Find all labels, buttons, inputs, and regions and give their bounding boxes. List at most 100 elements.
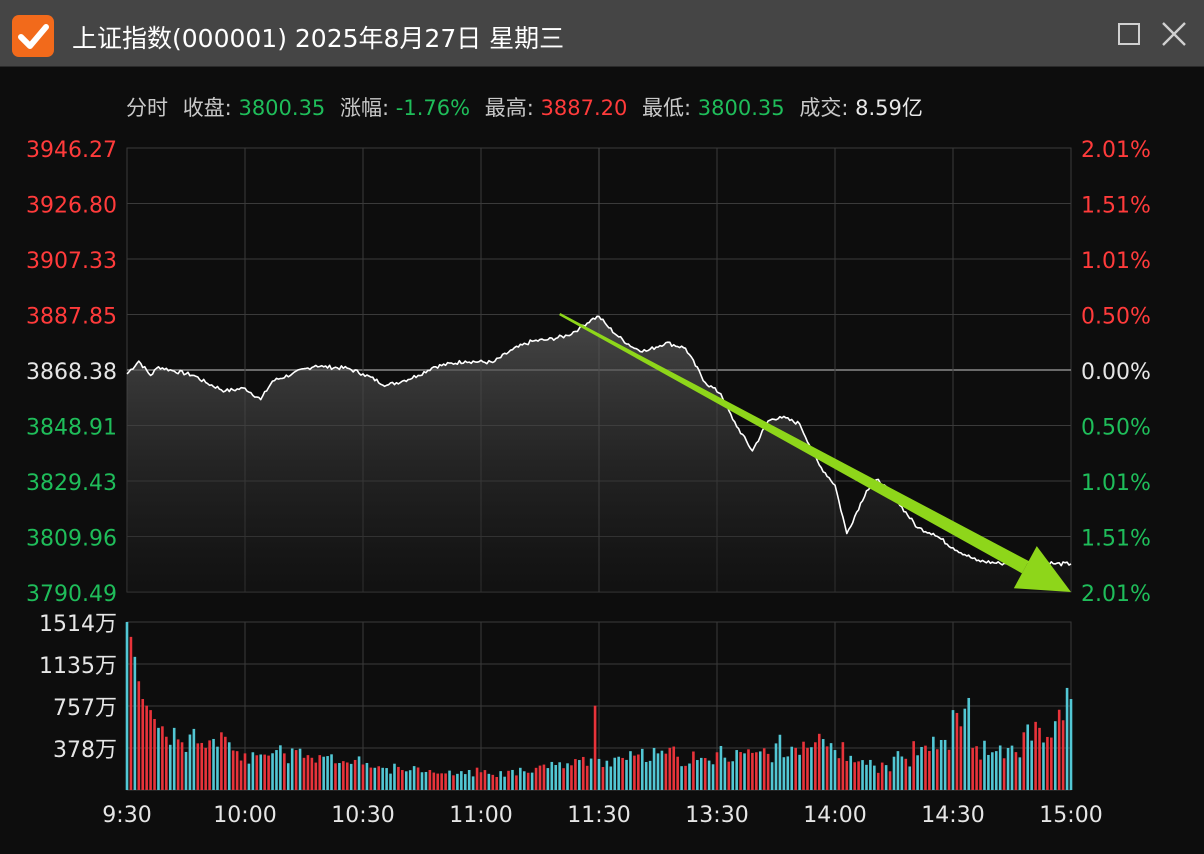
volume-bar [928,750,931,790]
volume-bar [456,773,459,790]
percent-axis-tick-label: 0.50% [1081,305,1151,330]
volume-bar [460,771,463,790]
time-axis-tick-label: 10:00 [213,803,276,828]
volume-bar [896,751,900,790]
volume-bar [963,708,967,790]
volume-bar [699,757,703,790]
volume-bar [660,750,664,790]
x-close-icon[interactable] [1160,20,1188,48]
percent-axis-tick-label: 1.51% [1081,194,1151,219]
volume-bar [1057,709,1061,790]
volume-bar [558,762,561,790]
price-axis-tick-label: 3829.43 [26,471,117,496]
volume-bar [432,772,436,790]
volume-bar [286,763,290,790]
volume-bar [1061,720,1065,790]
title-bar: 上证指数(000001) 2025年8月27日 星期三 [0,0,1204,67]
volume-bar [530,772,534,790]
volume-bar [817,733,821,790]
volume-bar [900,756,904,790]
volume-bar [955,712,959,790]
volume-bar [672,746,676,790]
volume-bar [141,699,145,790]
price-axis-tick-label: 3926.80 [26,194,117,219]
volume-bar [522,771,526,790]
volume-bar [436,773,440,790]
volume-bar [810,747,813,790]
volume-bar [192,728,196,790]
volume-bar [243,753,247,790]
volume-bar [621,757,624,790]
volume-bar [330,754,333,790]
volume-bar [515,775,518,790]
volume-bar [542,764,546,790]
volume-bar [908,766,912,790]
volume-bar [479,772,483,790]
volume-bar [200,742,204,790]
volume-bar [1018,757,1022,790]
volume-bar [857,761,860,790]
window-title: 上证指数(000001) 2025年8月27日 星期三 [72,24,565,53]
volume-bar [204,747,207,790]
volume-bar [991,752,994,790]
volume-bar [404,771,408,790]
percent-axis-tick-label: 1.01% [1081,471,1151,496]
volume-bar [401,770,404,790]
volume-bar [880,762,884,790]
volume-bar [947,749,951,790]
volume-bar [892,756,896,790]
volume-bar [381,767,384,790]
volume-bar [298,748,302,790]
volume-bar [578,760,581,790]
volume-label: 成交: [799,96,849,120]
volume-bar [306,755,310,790]
volume-bar [342,761,345,790]
volume-axis-tick-label: 378万 [53,738,117,763]
volume-bar [589,758,593,790]
close-label: 收盘: [182,96,232,120]
volume-bar [263,754,266,790]
mode-label: 分时 [126,96,168,120]
volume-bar [1006,748,1010,790]
volume-value: 8.59亿 [855,96,923,120]
volume-bar [983,740,986,790]
volume-bar [916,755,919,790]
volume-bar [369,767,373,790]
volume-bar [629,751,632,790]
volume-bar [912,741,915,790]
volume-bar [345,762,349,790]
volume-bar [758,751,762,790]
volume-bar [770,762,774,790]
volume-bar [869,759,872,790]
square-maximize-icon[interactable] [1116,20,1144,48]
price-line [126,315,1072,567]
volume-bar [1042,742,1045,790]
volume-bar [585,765,589,790]
quote-info-row: 分时 收盘: 3800.35 涨幅: -1.76% 最高: 3887.20 最低… [126,92,923,122]
time-axis-tick-label: 14:00 [803,803,866,828]
volume-bar [302,757,306,790]
volume-bar [165,736,168,790]
price-axis-tick-label: 3946.27 [26,138,117,163]
volume-bar [483,770,487,790]
volume-bar [314,762,318,790]
volume-bar [393,763,396,790]
volume-bar [416,767,420,790]
volume-bar [971,747,974,790]
volume-bar [668,747,672,790]
orange-check-icon [12,15,54,57]
price-axis-tick-label: 3868.38 [26,360,117,385]
volume-bar [994,751,998,790]
volume-bar [310,757,314,790]
volume-bar [227,742,231,790]
axis-labels: 3946.27 2.01% 3926.80 1.51% 3907.33 1.01% 3887… [26,138,1151,828]
volume-bar [802,741,805,790]
volume-bar [519,767,522,790]
volume-bar [271,753,274,790]
price-axis-tick-label: 3790.49 [26,582,117,607]
volume-bar [703,758,707,790]
volume-bar [290,748,294,790]
price-axis-tick-label: 3809.96 [26,527,117,552]
volume-bar [550,761,554,790]
volume-bar [184,751,188,790]
